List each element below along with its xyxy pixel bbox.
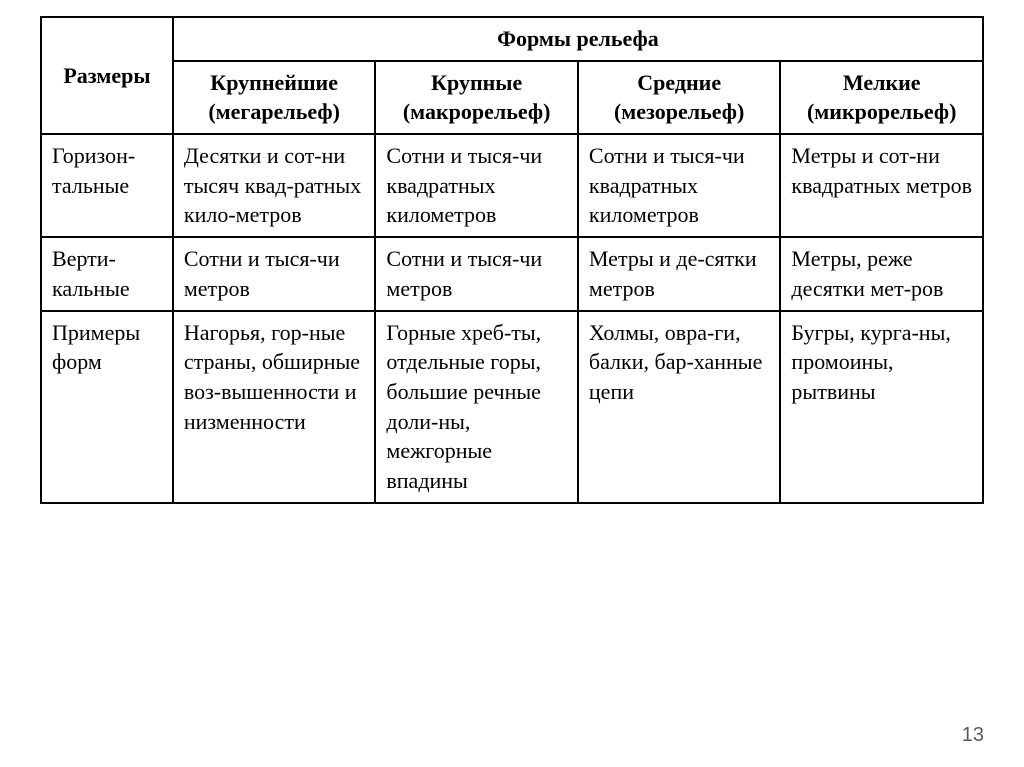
- row-0-label: Горизон-тальные: [41, 134, 173, 237]
- table-row: Горизон-тальные Десятки и сот-ни тысяч к…: [41, 134, 983, 237]
- row-0-cell-2: Сотни и тыся-чи квадратных километров: [578, 134, 781, 237]
- table-header-row-2: Крупнейшие (мегарельеф) Крупные (макроре…: [41, 61, 983, 134]
- header-group-label: Формы рельефа: [173, 17, 983, 61]
- header-col-1: Крупные (макрорельеф): [375, 61, 578, 134]
- row-1-cell-3: Метры, реже десятки мет-ров: [780, 237, 983, 310]
- header-col-3: Мелкие (микрорельеф): [780, 61, 983, 134]
- header-col-0: Крупнейшие (мегарельеф): [173, 61, 376, 134]
- row-2-cell-3: Бугры, курга-ны, промоины, рытвины: [780, 311, 983, 503]
- row-0-cell-3: Метры и сот-ни квадратных метров: [780, 134, 983, 237]
- table-body: Горизон-тальные Десятки и сот-ни тысяч к…: [41, 134, 983, 503]
- row-1-cell-2: Метры и де-сятки метров: [578, 237, 781, 310]
- row-2-label: Примеры форм: [41, 311, 173, 503]
- row-2-cell-1: Горные хреб-ты, отдельные горы, большие …: [375, 311, 578, 503]
- row-2-cell-0: Нагорья, гор-ные страны, обширные воз-вы…: [173, 311, 376, 503]
- table-header-row-1: Размеры Формы рельефа: [41, 17, 983, 61]
- table-row: Верти-кальные Сотни и тыся-чи метров Сот…: [41, 237, 983, 310]
- page-number: 13: [962, 724, 984, 747]
- row-0-cell-0: Десятки и сот-ни тысяч квад-ратных кило-…: [173, 134, 376, 237]
- header-row-label: Размеры: [41, 17, 173, 134]
- row-1-label: Верти-кальные: [41, 237, 173, 310]
- row-0-cell-1: Сотни и тыся-чи квадратных километров: [375, 134, 578, 237]
- relief-table: Размеры Формы рельефа Крупнейшие (мегаре…: [40, 16, 984, 504]
- relief-table-container: Размеры Формы рельефа Крупнейшие (мегаре…: [40, 16, 984, 504]
- row-1-cell-0: Сотни и тыся-чи метров: [173, 237, 376, 310]
- table-header: Размеры Формы рельефа Крупнейшие (мегаре…: [41, 17, 983, 134]
- row-2-cell-2: Холмы, овра-ги, балки, бар-ханные цепи: [578, 311, 781, 503]
- table-row: Примеры форм Нагорья, гор-ные страны, об…: [41, 311, 983, 503]
- header-col-2: Средние (мезорельеф): [578, 61, 781, 134]
- row-1-cell-1: Сотни и тыся-чи метров: [375, 237, 578, 310]
